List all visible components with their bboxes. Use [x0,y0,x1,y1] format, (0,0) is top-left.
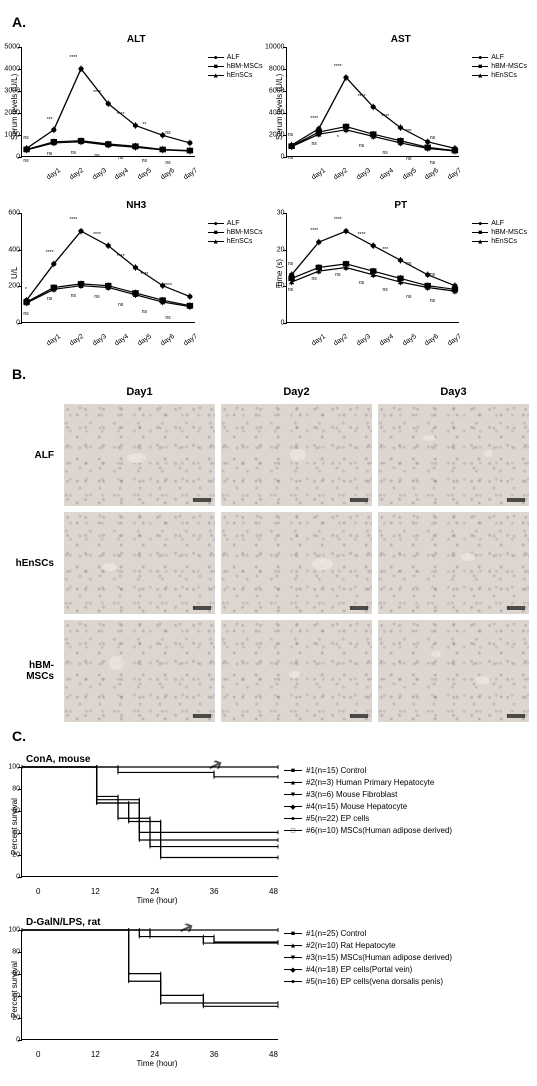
chart-legend: ●ALF ■hBM-MSCs ▲hEnSCs [208,220,263,247]
chart-title: ConA, mouse [26,754,278,765]
legend-item: □#6(n=10) MSCs(Human adipose derived) [284,826,529,835]
legend-item: ●#5(n=16) EP cells(vena dorsalis penis) [284,977,529,986]
chart-legend: ■#1(n=15) Control ▲#2(n=3) Human Primary … [284,752,529,905]
chart-legend: ●ALF ■hBM-MSCs ▲hEnSCs [472,220,527,247]
col-header: Day3 [378,386,529,398]
legend-item: ■#1(n=15) Control [284,766,529,775]
histology-image [378,620,529,722]
legend-item: ■hBM-MSCs [472,63,527,70]
histology-image [378,404,529,506]
x-axis-ticks: day1day2day3day4day5day6day7 [301,167,460,174]
legend-item: ▲#2(n=3) Human Primary Hepatocyte [284,778,529,787]
line-chart: NH3 U/L 0200400600**********************… [8,200,265,360]
legend-item: ▲hEnSCs [472,72,527,79]
x-axis-ticks: day1day2day3day4day5day6day7 [36,167,195,174]
legend-item: ●ALF [472,54,527,61]
legend-item: ●#5(n=22) EP cells [284,814,529,823]
x-axis-label: Time (hour) [36,1059,278,1068]
legend-item: ▲hEnSCs [472,238,527,245]
chart-legend: ●ALF ■hBM-MSCs ▲hEnSCs [472,54,527,81]
legend-item: ■hBM-MSCs [472,229,527,236]
section-a-label: A. [12,14,529,30]
legend-item: ▲hEnSCs [208,72,263,79]
legend-item: ■hBM-MSCs [208,63,263,70]
panel-b-grid: Day1 Day2 Day3 ALF hEnSCs hBM-MSCs [8,386,529,722]
row-header: hEnSCs [8,558,58,569]
col-header: Day1 [64,386,215,398]
legend-item: ▲#2(n=10) Rat Hepatocyte [284,941,529,950]
survival-plot: ConA, mouse Percent survival 02040608010… [8,752,529,905]
chart-legend: ●ALF ■hBM-MSCs ▲hEnSCs [208,54,263,81]
legend-item: ▼#3(n=6) Mouse Fibroblast [284,790,529,799]
chart-title: PT [273,200,530,211]
survival-plot: D-GalN/LPS, rat Percent survival 0204060… [8,915,529,1068]
x-axis-label: Time (hour) [36,896,278,905]
row-header: ALF [8,450,58,461]
legend-item: ▼#3(n=15) MSCs(Human adipose derived) [284,953,529,962]
panel-a-charts: ALT Serum levels (U/L) 01000200030004000… [8,34,529,360]
legend-item: ■#1(n=25) Control [284,929,529,938]
col-header: Day2 [221,386,372,398]
line-chart: ALT Serum levels (U/L) 01000200030004000… [8,34,265,194]
histology-image [64,512,215,614]
chart-legend: ■#1(n=25) Control ▲#2(n=10) Rat Hepatocyt… [284,915,529,1068]
histology-image [221,512,372,614]
panel-c-plots: ConA, mouse Percent survival 02040608010… [8,752,529,1068]
y-axis-label: Time (s) [273,213,286,333]
section-c-label: C. [12,728,529,744]
row-header: hBM-MSCs [8,660,58,682]
histology-image [64,620,215,722]
x-axis-ticks: 012243648 [36,887,278,896]
chart-title: D-GalN/LPS, rat [26,917,278,928]
legend-item: ▲hEnSCs [208,238,263,245]
y-axis-label: U/L [8,213,21,333]
legend-item: ●ALF [208,54,263,61]
legend-item: ■hBM-MSCs [208,229,263,236]
line-chart: AST Serum levels (U/L) 02000400060008000… [273,34,530,194]
legend-item: ●ALF [208,220,263,227]
legend-item: ●ALF [472,220,527,227]
x-axis-ticks: day1day2day3day4day5day6day7 [36,333,195,340]
histology-image [378,512,529,614]
x-axis-ticks: 012243648 [36,1050,278,1059]
chart-title: ALT [8,34,265,45]
x-axis-ticks: day1day2day3day4day5day6day7 [301,333,460,340]
line-chart: PT Time (s) 0102030ns***************nsns… [273,200,530,360]
histology-image [221,620,372,722]
chart-title: NH3 [8,200,265,211]
chart-title: AST [273,34,530,45]
legend-item: ◆#4(n=18) EP cells(Portal vein) [284,965,529,974]
section-b-label: B. [12,366,529,382]
histology-image [64,404,215,506]
histology-image [221,404,372,506]
legend-item: ◆#4(n=15) Mouse Hepatocyte [284,802,529,811]
